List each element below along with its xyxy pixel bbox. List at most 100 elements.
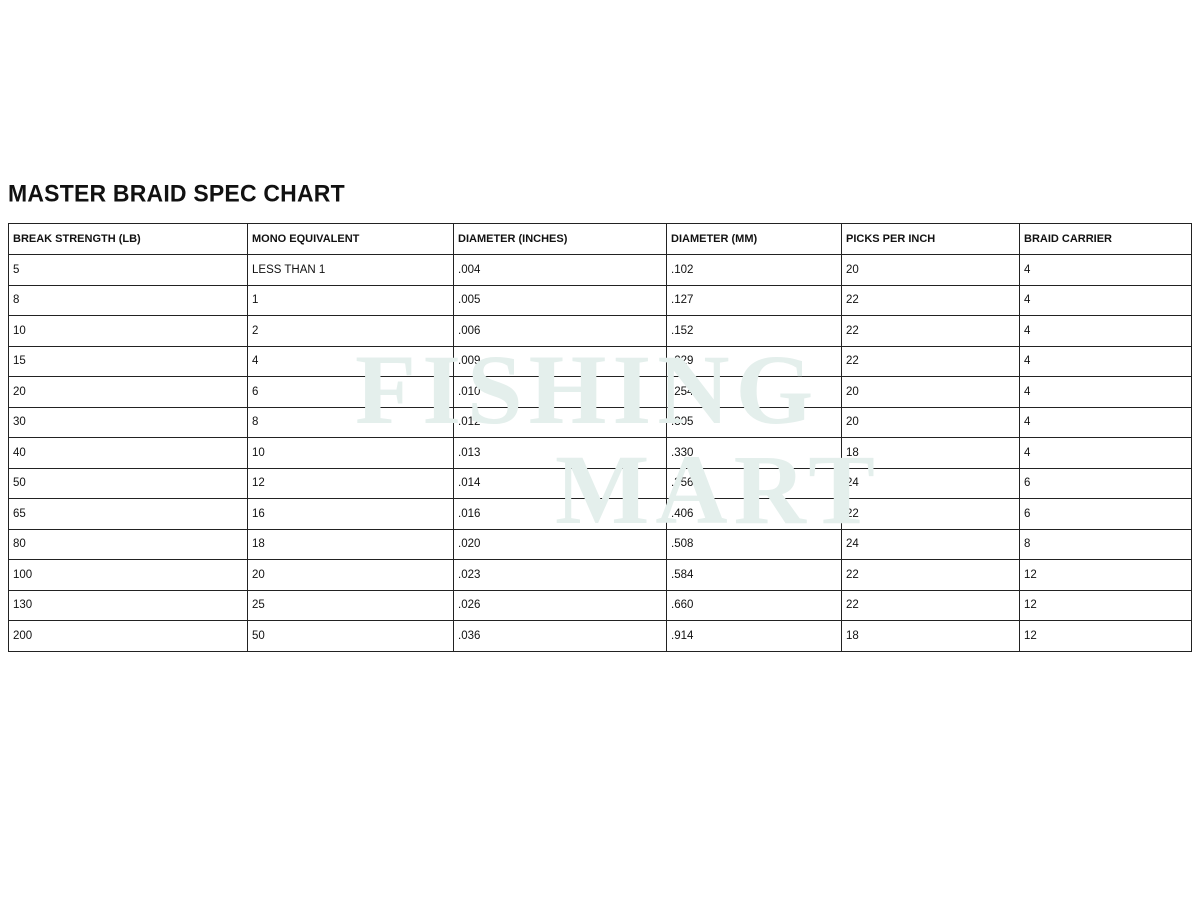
column-header: MONO EQUIVALENT	[247, 223, 454, 255]
cell-text: 24	[846, 538, 859, 551]
table-cell: 10	[247, 437, 454, 469]
table-cell: .013	[453, 437, 667, 469]
table-cell: 5	[8, 254, 248, 286]
cell-text: 18	[846, 446, 859, 459]
table-cell: 24	[841, 528, 1020, 560]
table-cell: .660	[666, 589, 842, 621]
table-row: 15 4 .009 .229 22 4	[8, 345, 1192, 377]
cell-text: 12	[1024, 629, 1037, 642]
table-cell: 8	[1019, 528, 1192, 560]
cell-text: 24	[846, 477, 859, 490]
column-header: BRAID CARRIER	[1019, 223, 1192, 255]
table-cell: 30	[8, 406, 248, 438]
cell-text: .152	[671, 324, 694, 337]
cell-text: .005	[458, 294, 481, 307]
table-cell: .023	[453, 559, 667, 591]
table-cell: 8	[8, 284, 248, 316]
table-cell: 50	[247, 620, 454, 652]
table-cell: .005	[453, 284, 667, 316]
table-row: 100 20 .023 .584 22 12	[8, 559, 1192, 591]
cell-text: 22	[846, 324, 859, 337]
cell-text: 130	[13, 599, 33, 612]
cell-text: 6	[252, 385, 259, 398]
table-cell: 4	[247, 345, 454, 377]
page-title: MASTER BRAID SPEC CHART	[8, 179, 345, 207]
table-cell: 12	[247, 467, 454, 499]
table-cell: 20	[8, 376, 248, 408]
table-cell: 4	[1019, 376, 1192, 408]
cell-text: 100	[13, 568, 33, 581]
cell-text: .016	[458, 507, 481, 520]
table-cell: 22	[841, 559, 1020, 591]
cell-text: 40	[13, 446, 26, 459]
cell-text: .036	[458, 629, 481, 642]
cell-text: LESS THAN 1	[252, 263, 326, 276]
table-cell: 12	[1019, 620, 1192, 652]
table-cell: 22	[841, 345, 1020, 377]
table-cell: 80	[8, 528, 248, 560]
table-cell: 18	[247, 528, 454, 560]
table-row: 20 6 .010 .254 20 4	[8, 376, 1192, 408]
table-cell: 6	[1019, 467, 1192, 499]
cell-text: 4	[252, 355, 259, 368]
table-cell: 24	[841, 467, 1020, 499]
column-header: PICKS PER INCH	[841, 223, 1020, 255]
cell-text: 22	[846, 507, 859, 520]
table-cell: 22	[841, 284, 1020, 316]
table-row: 40 10 .013 .330 18 4	[8, 437, 1192, 469]
cell-text: 22	[846, 599, 859, 612]
cell-text: 4	[1024, 446, 1031, 459]
cell-text: .009	[458, 355, 481, 368]
table-row: 10 2 .006 .152 22 4	[8, 315, 1192, 347]
table-cell: 4	[1019, 437, 1192, 469]
table-cell: .026	[453, 589, 667, 621]
table-cell: 6	[1019, 498, 1192, 530]
cell-text: 18	[846, 629, 859, 642]
table-cell: 4	[1019, 254, 1192, 286]
cell-text: 22	[846, 294, 859, 307]
cell-text: .584	[671, 568, 694, 581]
table-cell: .004	[453, 254, 667, 286]
table-cell: 22	[841, 589, 1020, 621]
table-cell: .584	[666, 559, 842, 591]
table-cell: 20	[841, 254, 1020, 286]
cell-text: 8	[13, 294, 20, 307]
table-cell: .152	[666, 315, 842, 347]
table-cell: 4	[1019, 345, 1192, 377]
table-cell: 20	[247, 559, 454, 591]
table-cell: .012	[453, 406, 667, 438]
cell-text: 20	[846, 416, 859, 429]
table-row: 50 12 .014 .356 24 6	[8, 467, 1192, 499]
table-cell: 6	[247, 376, 454, 408]
cell-text: .006	[458, 324, 481, 337]
cell-text: .023	[458, 568, 481, 581]
table-cell: 50	[8, 467, 248, 499]
table-cell: .006	[453, 315, 667, 347]
cell-text: 10	[13, 324, 26, 337]
table-cell: 20	[841, 406, 1020, 438]
cell-text: 4	[1024, 416, 1031, 429]
table-row: 8 1 .005 .127 22 4	[8, 284, 1192, 316]
cell-text: 65	[13, 507, 26, 520]
table-cell: 22	[841, 498, 1020, 530]
table-cell: 25	[247, 589, 454, 621]
table-cell: .010	[453, 376, 667, 408]
cell-text: 200	[13, 629, 33, 642]
table-row: 65 16 .016 .406 22 6	[8, 498, 1192, 530]
cell-text: .013	[458, 446, 481, 459]
table-cell: 200	[8, 620, 248, 652]
spec-table: BREAK STRENGTH (LB) MONO EQUIVALENT DIAMET…	[8, 223, 1192, 652]
cell-text: 4	[1024, 324, 1031, 337]
table-cell: LESS THAN 1	[247, 254, 454, 286]
table-cell: 4	[1019, 284, 1192, 316]
cell-text: 4	[1024, 385, 1031, 398]
table-cell: 1	[247, 284, 454, 316]
table-cell: .330	[666, 437, 842, 469]
cell-text: 20	[13, 385, 26, 398]
cell-text: 12	[1024, 599, 1037, 612]
cell-text: .330	[671, 446, 694, 459]
table-cell: .020	[453, 528, 667, 560]
cell-text: .010	[458, 385, 481, 398]
table-cell: .254	[666, 376, 842, 408]
cell-text: 80	[13, 538, 26, 551]
